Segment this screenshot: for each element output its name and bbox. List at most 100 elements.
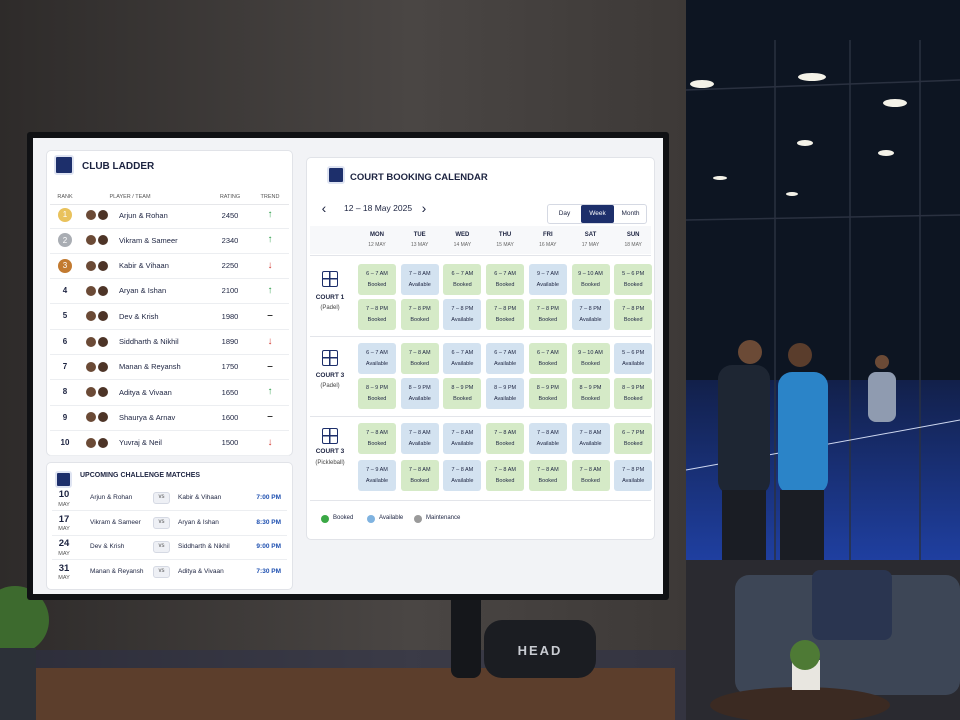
team-name: Dev & Krish [119, 311, 159, 321]
trend: – [267, 310, 273, 322]
slot [443, 264, 482, 295]
slot [443, 378, 482, 409]
slot-time: 7 – 8 PM [365, 305, 388, 312]
rank: 1 [62, 210, 68, 220]
court-rule [310, 336, 651, 337]
slot-time: 7 – 8 AM [451, 429, 474, 436]
slot [614, 423, 653, 454]
slot-status: Booked [538, 316, 558, 323]
slot-status: Booked [623, 316, 643, 323]
day-date: 15 MAY [496, 242, 514, 248]
slot [443, 460, 482, 491]
team-name: Manan & Reyansh [119, 362, 181, 372]
row-rule [50, 404, 289, 406]
matches-title: UPCOMING CHALLENGE MATCHES [80, 471, 201, 479]
team-name: Arjun & Rohan [119, 210, 168, 220]
row-rule [50, 278, 289, 280]
slot-time: 7 – 8 AM [366, 429, 388, 436]
slot [400, 264, 439, 295]
team-name: Aditya & Vivaan [119, 387, 172, 397]
slot [571, 378, 610, 409]
rank: 5 [62, 311, 68, 321]
ladder-icon [54, 155, 74, 175]
legend-dot [321, 515, 329, 523]
rank-medal [58, 208, 72, 222]
next-week[interactable]: › [421, 200, 427, 216]
row-rule [52, 534, 287, 536]
row-rule [50, 429, 289, 431]
slot-status: Available [408, 440, 431, 447]
slot [443, 343, 482, 374]
pot-left [0, 648, 36, 720]
trend: – [267, 411, 273, 423]
court-name: COURT 3 [315, 448, 345, 456]
row-rule [50, 227, 289, 229]
team-b: Aditya & Vivaan [178, 567, 224, 575]
avatar [97, 209, 109, 221]
rank: 3 [62, 260, 68, 270]
prev-week[interactable]: ‹ [321, 200, 327, 216]
slot-time: 6 – 7 PM [622, 429, 645, 436]
match-day: 31 [58, 562, 70, 574]
slot [528, 343, 567, 374]
slot [614, 460, 653, 491]
slot-time: 5 – 6 PM [622, 270, 645, 277]
slot [486, 264, 525, 295]
row-rule [50, 303, 289, 305]
avatar [97, 411, 109, 424]
team-a: Dev & Krish [90, 543, 125, 551]
team-name: Kabir & Vihaan [119, 261, 169, 271]
match-time: 9:00 PM [256, 543, 281, 551]
slot-time: 7 – 8 AM [408, 466, 431, 473]
slot-status: Booked [410, 360, 430, 367]
slot-time: 7 – 8 AM [536, 466, 559, 473]
slot-time: 8 – 9 PM [451, 384, 474, 391]
rank: 9 [62, 412, 68, 422]
legend-label: Booked [333, 515, 354, 522]
day-header-bg [310, 226, 651, 254]
row-rule [50, 354, 289, 355]
view-tab[interactable]: Week [589, 210, 606, 218]
team-name: Vikram & Sameer [119, 235, 178, 245]
slot-status: Available [579, 316, 602, 323]
slot-time: 7 – 8 AM [579, 466, 602, 473]
slot-status: Booked [623, 440, 643, 447]
rating: 1650 [221, 387, 239, 397]
slot-time: 9 – 10 AM [578, 349, 603, 356]
slot-status: Booked [410, 316, 430, 323]
calendar-title: COURT BOOKING CALENDAR [350, 172, 488, 184]
slot-status: Available [493, 395, 517, 402]
vs-label: vs [158, 567, 165, 574]
slot-time: 7 – 8 AM [579, 429, 602, 436]
slot [614, 299, 653, 330]
slot-time: 7 – 8 PM [451, 305, 474, 312]
view-tab[interactable]: Day [558, 210, 571, 218]
slot [358, 264, 396, 295]
avatar [85, 335, 97, 348]
match-time: 7:00 PM [256, 494, 281, 502]
match-month: MAY [58, 575, 70, 582]
slot-time: 5 – 6 PM [622, 349, 645, 356]
slot-time: 7 – 8 AM [494, 466, 516, 473]
slot-status: Booked [367, 281, 387, 288]
rating: 2450 [221, 210, 239, 220]
slot-status: Available [493, 360, 517, 367]
slot [443, 299, 482, 330]
table [710, 687, 890, 720]
slot [400, 343, 439, 374]
slot [486, 343, 525, 374]
slot-status: Available [536, 440, 559, 447]
slot-time: 7 – 8 AM [451, 466, 474, 473]
slot [614, 378, 653, 409]
slot-status: Booked [495, 281, 515, 288]
slot-time: 8 – 9 PM [536, 384, 559, 391]
slot-status: Available [408, 395, 431, 402]
team-a: Arjun & Rohan [90, 494, 133, 502]
slot [571, 299, 610, 330]
team-name: Yuvraj & Neil [119, 438, 162, 448]
avatar [97, 436, 109, 449]
view-tab[interactable]: Month [621, 210, 640, 218]
slot-time: 7 – 8 AM [536, 429, 559, 436]
slot-status: Booked [623, 281, 643, 288]
